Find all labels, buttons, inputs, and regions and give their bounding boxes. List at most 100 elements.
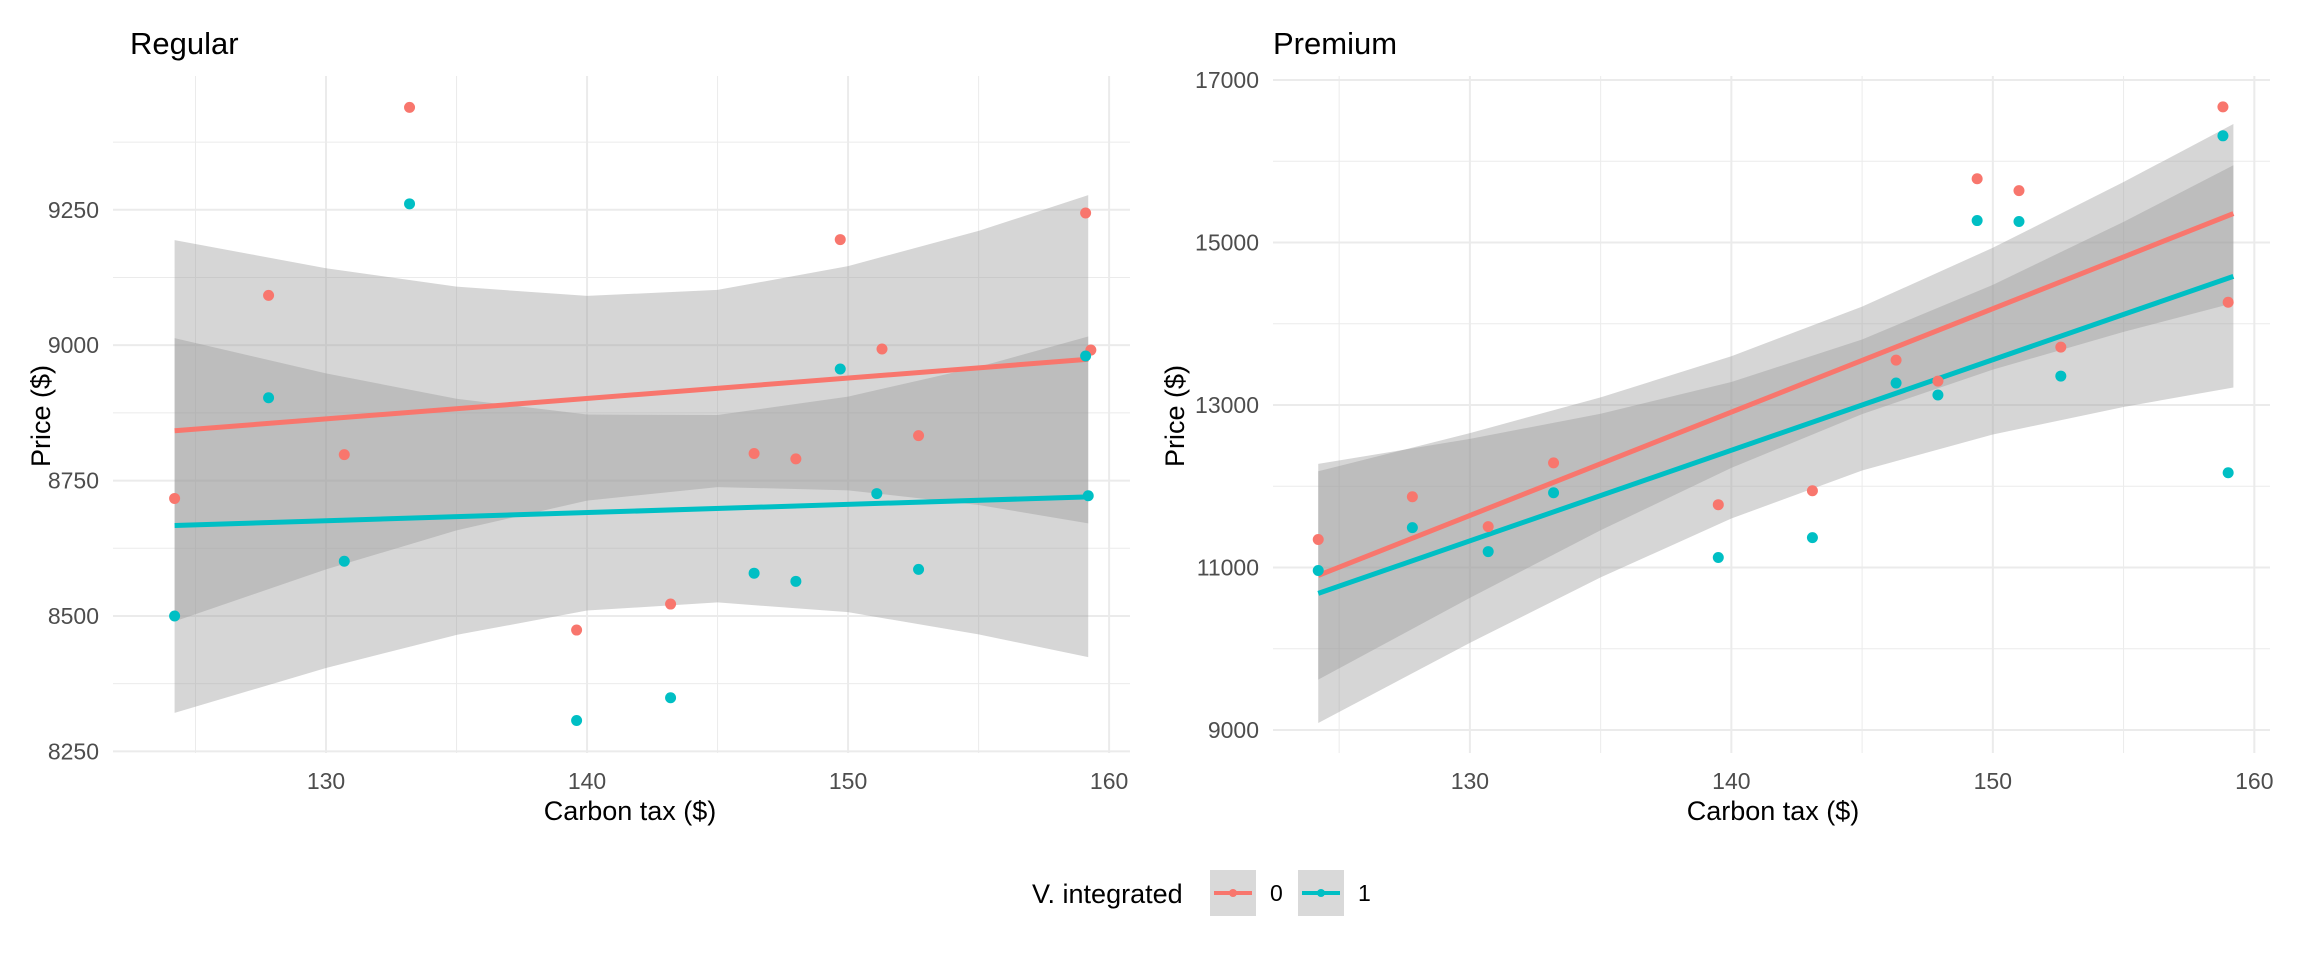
- data-point-1: [1932, 389, 1944, 401]
- data-point-1: [2013, 216, 2025, 228]
- x-axis-title-premium: Carbon tax ($): [1687, 796, 1860, 826]
- x-tick-label: 160: [2235, 768, 2273, 794]
- legend-label-1: 1: [1358, 880, 1371, 906]
- data-point-0: [2217, 101, 2229, 113]
- data-point-0: [169, 492, 181, 504]
- legend-item-0: 0: [1210, 870, 1283, 916]
- data-point-1: [2222, 467, 2234, 479]
- data-point-1: [1482, 546, 1494, 558]
- x-tick-label: 130: [307, 768, 345, 794]
- data-point-0: [913, 430, 925, 442]
- data-point-1: [1712, 552, 1724, 564]
- x-tick-label: 160: [1090, 768, 1128, 794]
- data-point-0: [1932, 375, 1944, 387]
- data-point-0: [404, 101, 416, 113]
- data-point-1: [1806, 532, 1818, 544]
- data-point-0: [1712, 499, 1724, 511]
- y-tick-label: 8250: [48, 738, 99, 764]
- data-point-0: [1312, 534, 1324, 546]
- data-point-1: [571, 715, 583, 727]
- data-point-0: [2013, 185, 2025, 197]
- confidence-ribbon-1: [174, 336, 1089, 713]
- fit-line-1: [1317, 274, 2235, 596]
- data-point-1: [665, 692, 677, 704]
- fit-lines-regular: [174, 356, 1089, 529]
- y-tick-label: 15000: [1195, 229, 1259, 255]
- y-tick-label: 11000: [1197, 554, 1259, 580]
- y-tick-labels-regular: 8250 8500 8750 9000 9250: [48, 197, 99, 765]
- x-tick-label: 150: [829, 768, 867, 794]
- data-point-0: [790, 453, 802, 465]
- panel-title-regular: Regular: [130, 26, 239, 61]
- data-point-1: [1971, 215, 1983, 227]
- data-point-0: [1890, 354, 1902, 366]
- x-tick-labels-premium: 130 140 150 160: [1451, 768, 2274, 794]
- y-tick-label: 8750: [48, 468, 99, 494]
- y-tick-label: 17000: [1195, 67, 1259, 93]
- confidence-ribbon-0: [1318, 124, 2234, 680]
- y-axis-title-premium: Price ($): [1160, 365, 1190, 467]
- y-tick-labels-premium: 9000 11000 13000 15000 17000: [1195, 67, 1259, 743]
- y-axis-title-regular: Price ($): [26, 365, 56, 467]
- data-point-0: [1080, 207, 1092, 219]
- y-tick-label: 13000: [1195, 392, 1259, 418]
- data-point-0: [1548, 457, 1560, 469]
- legend: V. integrated 0 1: [1032, 870, 1371, 916]
- data-point-0: [1406, 491, 1418, 503]
- legend-item-1: 1: [1298, 870, 1371, 916]
- legend-key-point-0: [1229, 889, 1237, 897]
- data-point-1: [913, 563, 925, 575]
- data-point-1: [404, 198, 416, 210]
- panel-regular: 130 140 150 160 8250 8500 8750 9000 9250 Regula…: [26, 26, 1130, 826]
- grid-regular: [113, 76, 1130, 753]
- points-regular: [169, 101, 1097, 727]
- fit-line-0: [174, 356, 1089, 434]
- data-point-1: [1082, 490, 1094, 502]
- data-point-1: [1406, 522, 1418, 534]
- fit-lines-premium: [1317, 211, 2235, 596]
- panel-title-premium: Premium: [1273, 26, 1397, 61]
- y-tick-label: 9000: [48, 332, 99, 358]
- x-tick-label: 130: [1451, 768, 1489, 794]
- data-point-0: [338, 449, 350, 461]
- ribbons-premium: [1318, 124, 2234, 724]
- legend-key-point-1: [1317, 889, 1325, 897]
- data-point-0: [2222, 296, 2234, 308]
- data-point-1: [1312, 565, 1324, 577]
- data-point-1: [748, 567, 760, 579]
- data-point-1: [2055, 370, 2067, 382]
- data-point-0: [1482, 521, 1494, 533]
- confidence-ribbon-1: [1318, 165, 2234, 724]
- data-point-0: [571, 624, 583, 636]
- data-point-0: [1806, 485, 1818, 497]
- data-point-0: [834, 234, 846, 246]
- data-point-1: [263, 392, 275, 404]
- data-point-1: [2217, 130, 2229, 142]
- data-point-0: [748, 447, 760, 459]
- data-point-1: [790, 575, 802, 587]
- x-tick-labels-regular: 130 140 150 160: [307, 768, 1128, 794]
- data-point-1: [871, 488, 883, 500]
- x-axis-title-regular: Carbon tax ($): [544, 796, 717, 826]
- data-point-0: [1971, 173, 1983, 185]
- data-point-1: [1548, 487, 1560, 499]
- data-point-0: [665, 598, 677, 610]
- data-point-1: [1890, 377, 1902, 389]
- legend-title: V. integrated: [1032, 879, 1183, 909]
- data-point-0: [876, 343, 888, 355]
- legend-label-0: 0: [1270, 880, 1283, 906]
- data-point-0: [2055, 341, 2067, 353]
- ribbons-regular: [174, 195, 1089, 713]
- panel-premium: 130 140 150 160 9000 11000 13000 15000 17000 Pr…: [1160, 26, 2273, 826]
- y-tick-label: 8500: [48, 603, 99, 629]
- fit-line-0: [1317, 211, 2235, 578]
- points-premium: [1312, 101, 2234, 577]
- y-tick-label: 9000: [1208, 717, 1259, 743]
- data-point-1: [169, 610, 181, 622]
- x-tick-label: 140: [1712, 768, 1750, 794]
- data-point-1: [338, 555, 350, 567]
- data-point-1: [1080, 350, 1092, 362]
- x-tick-label: 150: [1974, 768, 2012, 794]
- fit-line-1: [174, 494, 1089, 529]
- data-point-0: [263, 289, 275, 301]
